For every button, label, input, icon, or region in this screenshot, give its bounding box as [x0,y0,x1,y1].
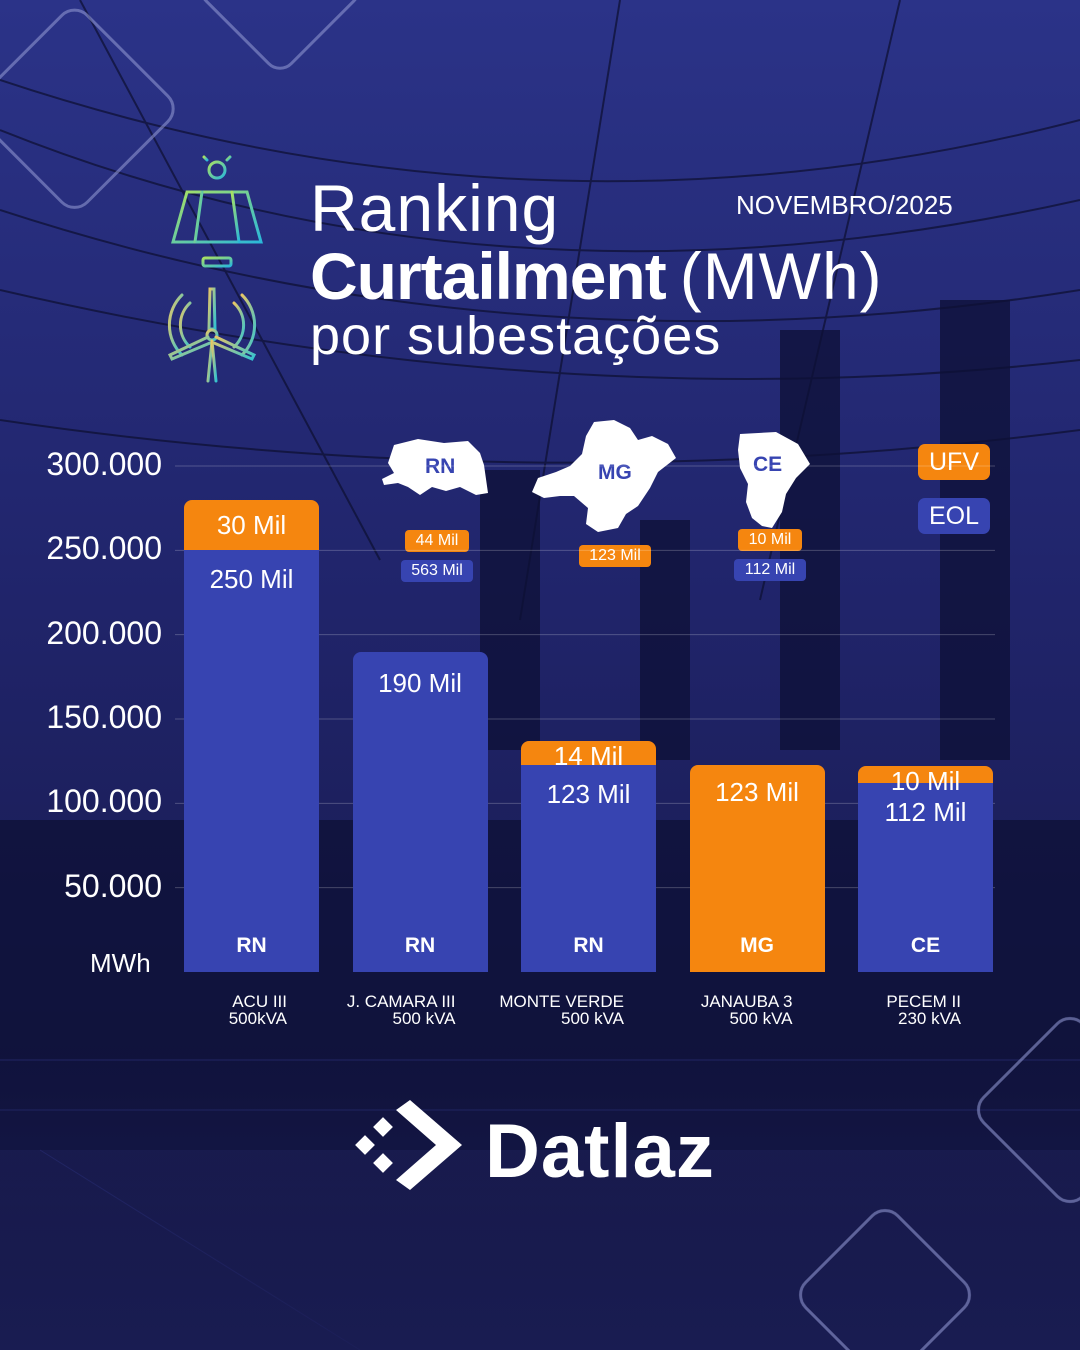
mg-state-map [532,420,676,532]
bar-eol [184,550,319,972]
mg-map-label: MG [598,461,632,484]
bar-eol-value-label: 112 Mil [884,797,967,828]
rn-map-label: RN [425,455,456,478]
substation-name: J. CAMARA III [346,992,456,1011]
x-category-label: J. CAMARA III 500 kVA [313,993,456,1027]
substation-name: MONTE VERDE [499,992,624,1011]
y-tick-label: 50.000 [64,867,162,904]
wind-turbine-icon [166,287,258,387]
legend-ufv: UFV [918,444,990,480]
x-category-label: JANAUBA 3 500 kVA [650,993,793,1027]
bar-state-label: RN [573,934,604,957]
bar-state-label: RN [404,934,436,957]
chart-subtitle: por subestações [310,306,722,366]
chart-title-main: Curtailment [310,239,667,313]
bar-ufv [689,764,825,972]
bar-ufv [858,766,993,784]
chart-title-line2: Curtailment (MWh) [310,238,883,314]
bar-state-label: CE [910,934,941,957]
bar-eol-value-label: 250 Mil [209,564,294,595]
ce-state-map [738,432,810,528]
period-label: NOVEMBRO/2025 [736,190,953,220]
y-axis-label: MWh [90,948,151,978]
substation-capacity: 500kVA [228,1009,287,1028]
bar-state-label: RN [236,934,267,957]
substation-name: JANAUBA 3 [700,992,793,1011]
brand-name: Datlaz [485,1109,715,1194]
bar-eol [858,783,993,972]
rn-ufv-total: 44 Mil [405,530,469,552]
y-tick-label: 150.000 [46,699,162,735]
substation-name: PECEM II [886,992,961,1011]
bar-eol [352,651,488,972]
y-tick-label: 200.000 [46,614,162,651]
substation-capacity: 230 kVA [897,1009,961,1028]
chart-title-unit: (MWh) [679,239,883,313]
chart-title-line1: Ranking [310,171,560,245]
bar-eol-value-label: 190 Mil [378,667,462,698]
solar-panel-icon [171,150,263,268]
x-category-label: PECEM II 230 kVA [818,993,961,1027]
y-tick-label: 100.000 [46,783,162,820]
bar-eol [521,764,656,972]
substation-capacity: 500 kVA [729,1009,793,1028]
ce-ufv-total: 10 Mil [738,529,802,551]
mg-ufv-total: 123 Mil [579,545,651,567]
y-tick-label: 300.000 [46,446,162,482]
x-category-label: MONTE VERDE 500 kVA [481,993,624,1027]
bar-ufv-value-label: 14 Mil [553,740,624,771]
legend-eol: EOL [918,498,990,534]
bar-ufv-value-label: 30 Mil [216,510,287,541]
bar-ufv-value-label: 10 Mil [890,766,961,797]
y-tick-label: 250.000 [46,530,162,567]
substation-name: ACU III [232,992,287,1011]
ce-eol-total: 112 Mil [734,559,806,581]
ce-map-label: CE [753,453,783,476]
rn-eol-total: 563 Mil [401,560,473,582]
x-category-label: ACU III 500kVA [144,993,287,1027]
rn-state-map [382,439,488,495]
substation-capacity: 500 kVA [392,1009,456,1028]
bar-state-label: MG [740,934,774,957]
bar-ufv [184,499,319,551]
datlaz-logo-icon [355,1100,462,1190]
bar-ufv [521,740,656,765]
bar-ufv-value-label: 123 Mil [715,776,799,807]
substation-capacity: 500 kVA [560,1009,624,1028]
bar-eol-value-label: 123 Mil [546,778,631,809]
